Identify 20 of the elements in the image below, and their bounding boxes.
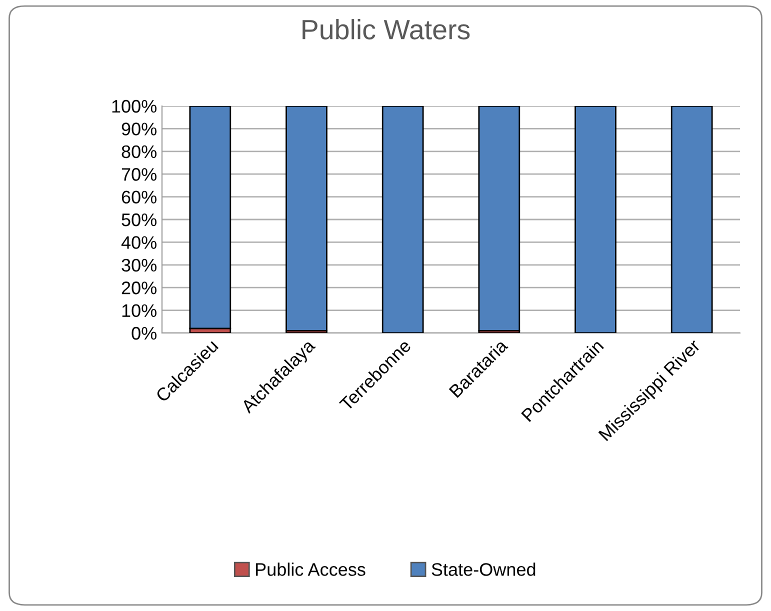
legend-label: State-Owned [432,562,536,576]
y-tick-label: 40% [121,236,156,249]
bar [478,106,520,332]
y-tick-label: 10% [122,304,156,318]
y-tick-label: 90% [122,122,156,136]
y-tick-label: 60% [122,190,156,204]
y-tick-label: 50% [122,213,156,226]
legend-label: Public Access [256,562,366,576]
bar [189,106,232,330]
y-tick-label: 70% [122,168,156,181]
bar [670,106,713,333]
bar [574,106,616,333]
y-tick-label: 100% [112,100,156,113]
y-tick-label: 80% [122,145,156,158]
y-tick-label: 20% [122,282,156,294]
bar [286,106,328,332]
y-tick-label: 0% [132,326,156,340]
chart-title: Public Waters [302,19,470,40]
y-tick-label: 30% [122,258,156,272]
bar [382,106,424,333]
